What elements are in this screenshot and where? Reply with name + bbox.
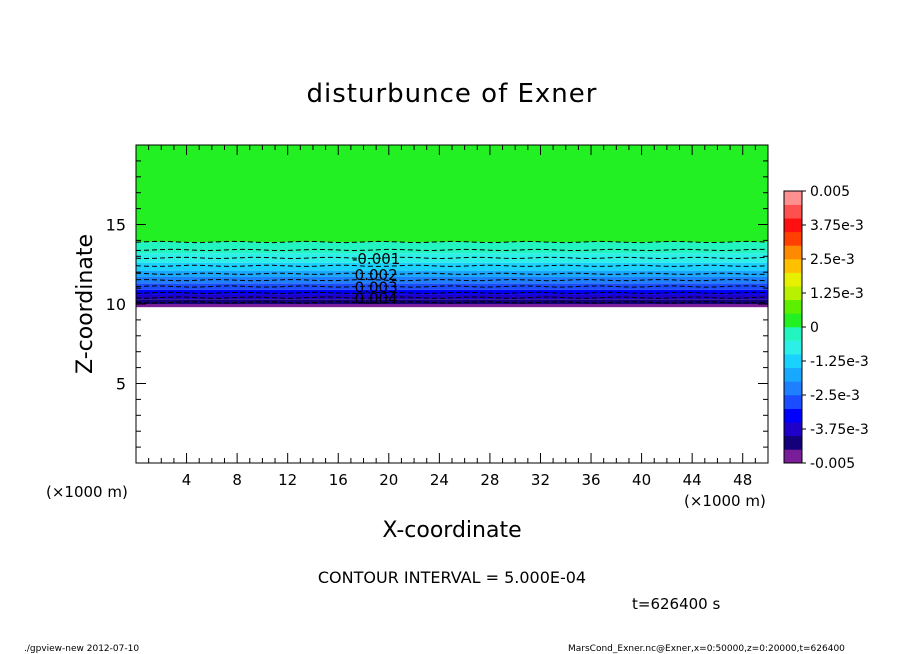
contour-label-2: 0.002 bbox=[355, 266, 398, 284]
contour-line-3 bbox=[135, 285, 769, 288]
x-tick-label-24: 24 bbox=[430, 471, 449, 489]
y-ticks: 5 10 15 bbox=[106, 144, 768, 464]
x-axis-label: X-coordinate bbox=[382, 518, 521, 543]
colorbar-label-7: -3.75e-3 bbox=[810, 422, 869, 438]
y-unit-label: (×1000 m) bbox=[46, 483, 128, 501]
colorbar-swatch-16 bbox=[784, 231, 802, 246]
layer-band-2 bbox=[136, 294, 768, 300]
colorbar-swatch-0 bbox=[784, 449, 802, 464]
colorbar-swatch-2 bbox=[784, 422, 802, 437]
y-tick-label-10: 10 bbox=[106, 295, 126, 314]
x-tick-label-4: 4 bbox=[182, 471, 192, 489]
colorbar-label-1: 3.75e-3 bbox=[810, 218, 864, 234]
layer-band-1 bbox=[136, 299, 768, 304]
contour-line-9 bbox=[135, 240, 769, 244]
layer-band-0 bbox=[136, 304, 768, 308]
contour-lines bbox=[135, 240, 769, 304]
chart-title: disturbunce of Exner bbox=[307, 79, 598, 109]
colorbar-label-3: 1.25e-3 bbox=[810, 286, 864, 302]
colorbar-swatch-7 bbox=[784, 354, 802, 369]
contour-interval-text: CONTOUR INTERVAL = 5.000E-04 bbox=[318, 568, 586, 587]
x-tick-label-20: 20 bbox=[379, 471, 398, 489]
colorbar-swatch-14 bbox=[784, 259, 802, 273]
contour-line-8 bbox=[135, 248, 769, 252]
colorbar-swatch-1 bbox=[784, 435, 802, 450]
contour-line-5 bbox=[135, 272, 769, 275]
x-tick-label-12: 12 bbox=[278, 471, 297, 489]
contour-line-0 bbox=[135, 301, 769, 304]
x-tick-label-40: 40 bbox=[632, 471, 651, 489]
contour-label-0: 0.004 bbox=[355, 290, 398, 308]
x-tick-label-48: 48 bbox=[733, 471, 752, 489]
colorbar-swatch-5 bbox=[784, 381, 802, 396]
colorbar-swatch-8 bbox=[784, 340, 802, 355]
colorbar-label-5: -1.25e-3 bbox=[810, 354, 869, 370]
contour-line-4 bbox=[135, 279, 769, 282]
colorbar bbox=[784, 191, 802, 464]
colorbar-swatch-12 bbox=[784, 286, 802, 301]
x-tick-label-44: 44 bbox=[683, 471, 702, 489]
y-tick-label-15: 15 bbox=[106, 216, 126, 235]
colorbar-labels: 0.005 3.75e-3 2.5e-3 1.25e-3 0 -1.25e-3 -2.5e-… bbox=[802, 184, 869, 472]
colorbar-swatch-10 bbox=[784, 313, 802, 328]
colorbar-swatch-19 bbox=[784, 191, 802, 205]
colorbar-swatch-6 bbox=[784, 367, 802, 382]
x-tick-label-16: 16 bbox=[329, 471, 348, 489]
colorbar-label-4: 0 bbox=[810, 320, 819, 336]
layer-band-9 bbox=[136, 241, 768, 254]
colorbar-swatch-11 bbox=[784, 299, 802, 314]
footer-left-text: ./gpview-new 2012-07-10 bbox=[24, 644, 139, 654]
contour-line-1 bbox=[135, 296, 769, 299]
colorbar-swatch-18 bbox=[784, 204, 802, 219]
footer-right-text: MarsCond_Exner.nc@Exner,x=0:50000,z=0:20… bbox=[568, 644, 845, 654]
contour-fill-layers bbox=[136, 145, 768, 308]
contour-label-1: 0.003 bbox=[355, 279, 398, 297]
layer-band-4 bbox=[136, 283, 768, 290]
y-axis-label: Z-coordinate bbox=[73, 234, 98, 374]
x-tick-label-32: 32 bbox=[531, 471, 550, 489]
x-tick-label-36: 36 bbox=[581, 471, 600, 489]
x-unit-label: (×1000 m) bbox=[684, 492, 766, 510]
colorbar-swatch-17 bbox=[784, 218, 802, 233]
colorbar-swatch-9 bbox=[784, 327, 802, 341]
colorbar-swatch-15 bbox=[784, 245, 802, 260]
colorbar-label-2: 2.5e-3 bbox=[810, 252, 855, 268]
y-tick-label-5: 5 bbox=[116, 375, 126, 394]
colorbar-swatch-3 bbox=[784, 408, 802, 423]
contour-line-6 bbox=[135, 264, 769, 267]
colorbar-label-0: 0.005 bbox=[810, 184, 850, 200]
x-ticks: 4 8 12 16 20 24 28 32 36 40 44 48 bbox=[135, 145, 769, 489]
layer-band-10 bbox=[136, 145, 768, 242]
colorbar-swatch-13 bbox=[784, 272, 802, 287]
colorbar-label-8: -0.005 bbox=[810, 456, 855, 472]
contour-label-3: -0.001 bbox=[352, 250, 400, 268]
colorbar-swatch-4 bbox=[784, 395, 802, 409]
x-tick-label-8: 8 bbox=[232, 471, 242, 489]
colorbar-label-6: -2.5e-3 bbox=[810, 388, 860, 404]
contour-line-2 bbox=[135, 291, 769, 294]
time-text: t=626400 s bbox=[632, 595, 720, 613]
x-tick-label-28: 28 bbox=[480, 471, 499, 489]
contour-line-7 bbox=[135, 256, 769, 260]
